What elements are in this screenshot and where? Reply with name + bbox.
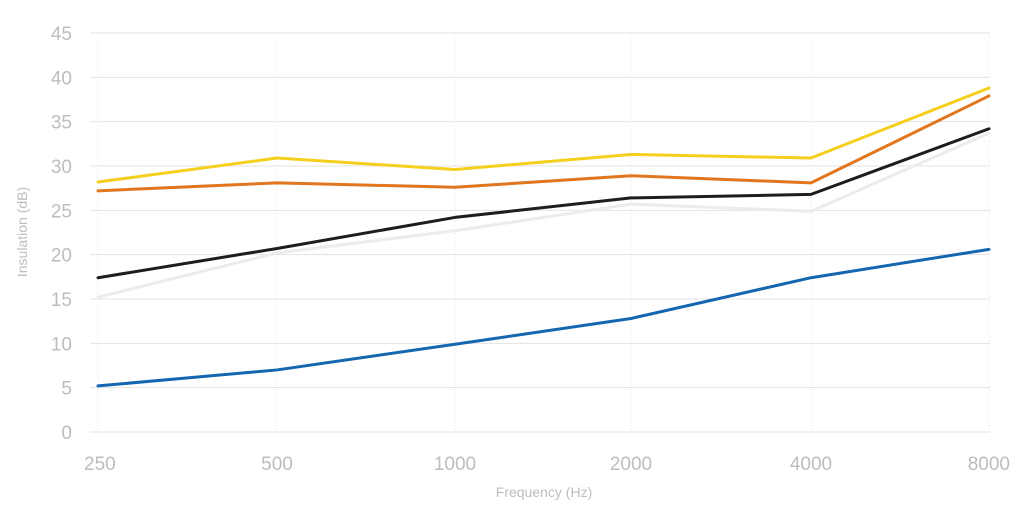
y-tick-label: 30 [51,157,72,178]
y-tick-label: 10 [51,334,72,355]
y-tick-labels: 0 5 10 15 20 25 30 35 40 45 [51,24,72,444]
grid-lines [90,32,990,433]
series-lines [96,86,991,388]
x-tick-label: 8000 [968,454,1010,475]
series-line-4 [96,127,991,280]
x-tick-label: 1000 [434,454,476,475]
x-tick-label: 4000 [790,454,832,475]
y-axis-title: Insulation (dB) [14,187,30,277]
y-tick-label: 20 [51,246,72,267]
x-tick-labels: 250 500 1000 2000 4000 8000 [84,454,1010,475]
x-tick-label: 2000 [610,454,652,475]
y-tick-label: 15 [51,290,72,311]
x-tick-label: 500 [261,454,293,475]
y-tick-label: 45 [51,24,72,45]
series-line-1 [96,131,991,299]
series-line-2 [96,86,991,184]
y-tick-label: 40 [51,68,72,89]
series-line-3 [96,94,991,193]
x-axis-title: Frequency (Hz) [496,484,592,500]
x-tick-label: 250 [84,454,116,475]
y-tick-label: 25 [51,201,72,222]
y-tick-label: 0 [61,423,72,444]
y-tick-label: 5 [61,379,72,400]
series-line-5 [96,247,991,388]
y-tick-label: 35 [51,113,72,134]
